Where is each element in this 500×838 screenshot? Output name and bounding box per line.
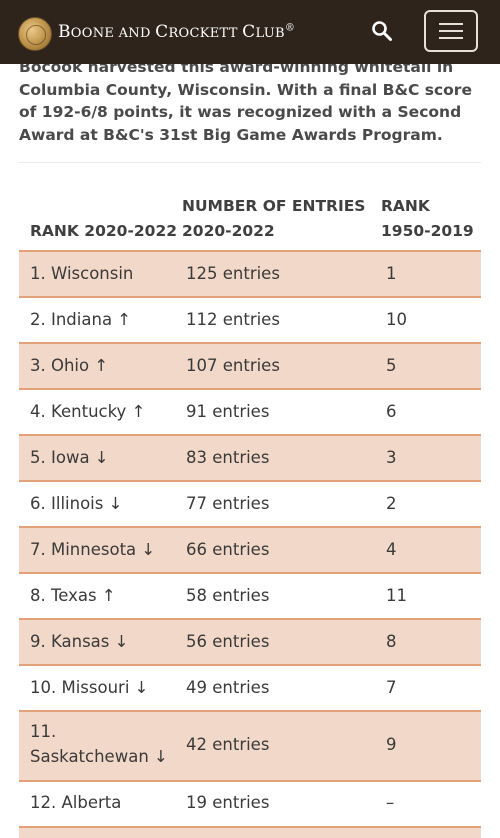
- table-row: 9. Kansas ↓ 56 entries 8: [19, 620, 481, 666]
- table-row: 2. Indiana ↑ 112 entries 10: [19, 298, 481, 344]
- search-icon[interactable]: [371, 20, 393, 42]
- header-rank-years: 1950-2019: [381, 222, 474, 240]
- previous-rank-cell: 8: [386, 632, 397, 651]
- table-row: 6. Illinois ↓ 77 entries 2: [19, 482, 481, 528]
- state-cell-line2: Saskatchewan ↓: [30, 747, 168, 766]
- table-row: 7. Minnesota ↓ 66 entries 4: [19, 528, 481, 574]
- table-row: 4. Kentucky ↑ 91 entries 6: [19, 390, 481, 436]
- entries-cell: 42 entries: [186, 735, 270, 754]
- previous-rank-cell: 4: [386, 540, 397, 559]
- table-row: 8. Texas ↑ 58 entries 11: [19, 574, 481, 620]
- entries-cell: 125 entries: [186, 264, 280, 283]
- club-logo-icon[interactable]: [18, 17, 52, 51]
- entries-cell: 49 entries: [186, 678, 270, 697]
- header-rank-2020-2022: RANK 2020-2022: [30, 222, 178, 240]
- entries-cell: 56 entries: [186, 632, 270, 651]
- entries-cell: 112 entries: [186, 310, 280, 329]
- state-cell: 6. Illinois ↓: [30, 494, 123, 513]
- entries-cell: 91 entries: [186, 402, 270, 421]
- state-cell: 12. Alberta: [30, 793, 122, 812]
- table-row: [19, 828, 481, 838]
- table-row: 1. Wisconsin 125 entries 1: [19, 252, 481, 298]
- previous-rank-cell: 6: [386, 402, 397, 421]
- entries-cell: 19 entries: [186, 793, 270, 812]
- section-divider: [19, 162, 481, 163]
- state-cell: 3. Ohio ↑: [30, 356, 109, 375]
- state-cell: 9. Kansas ↓: [30, 632, 129, 651]
- hamburger-menu-button[interactable]: [424, 10, 478, 52]
- entries-cell: 66 entries: [186, 540, 270, 559]
- table-row: 10. Missouri ↓ 49 entries 7: [19, 666, 481, 712]
- table-row: 5. Iowa ↓ 83 entries 3: [19, 436, 481, 482]
- table-row: 11. Saskatchewan ↓ 42 entries 9: [19, 712, 481, 782]
- state-cell: 8. Texas ↑: [30, 586, 116, 605]
- header-rank-1950-2019: RANK: [381, 197, 430, 215]
- previous-rank-cell: 2: [386, 494, 397, 513]
- previous-rank-cell: 11: [386, 586, 407, 605]
- state-cell: 10. Missouri ↓: [30, 678, 149, 697]
- state-cell: 7. Minnesota ↓: [30, 540, 156, 559]
- state-cell: 5. Iowa ↓: [30, 448, 109, 467]
- previous-rank-cell: –: [386, 793, 395, 812]
- brand-name[interactable]: BOONE AND CROCKETT CLUB®: [58, 22, 296, 42]
- state-cell: 1. Wisconsin: [30, 264, 134, 283]
- entries-cell: 107 entries: [186, 356, 280, 375]
- state-cell: 2. Indiana ↑: [30, 310, 132, 329]
- top-navigation-bar: BOONE AND CROCKETT CLUB®: [0, 0, 500, 64]
- previous-rank-cell: 1: [386, 264, 397, 283]
- entries-cell: 77 entries: [186, 494, 270, 513]
- previous-rank-cell: 10: [386, 310, 407, 329]
- table-row: 12. Alberta 19 entries –: [19, 782, 481, 828]
- hamburger-menu-icon: [439, 23, 463, 25]
- state-cell: 11.: [30, 722, 57, 741]
- previous-rank-cell: 9: [386, 735, 397, 754]
- intro-paragraph: Bocook harvested this award-winning whit…: [19, 58, 472, 144]
- previous-rank-cell: 7: [386, 678, 397, 697]
- entries-cell: 83 entries: [186, 448, 270, 467]
- previous-rank-cell: 3: [386, 448, 397, 467]
- entries-cell: 58 entries: [186, 586, 270, 605]
- previous-rank-cell: 5: [386, 356, 397, 375]
- table-row: 3. Ohio ↑ 107 entries 5: [19, 344, 481, 390]
- header-divider: [19, 250, 481, 252]
- state-cell: 4. Kentucky ↑: [30, 402, 146, 421]
- header-number-of-entries: NUMBER OF ENTRIES: [182, 197, 366, 215]
- header-entries-years: 2020-2022: [182, 222, 275, 240]
